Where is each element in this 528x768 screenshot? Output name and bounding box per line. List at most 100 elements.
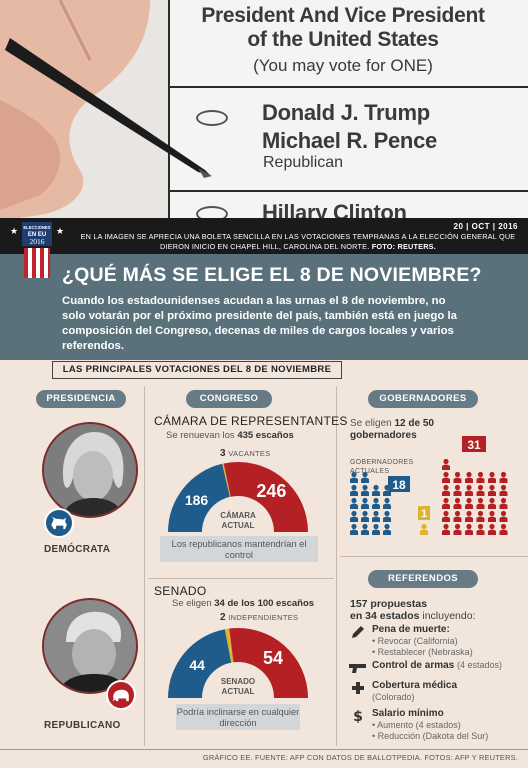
governor-rep-icon: [499, 510, 508, 522]
governor-rep-icon: [465, 497, 473, 509]
lede: Cuando los estadounidenses acudan a las …: [62, 295, 457, 352]
governor-rep-icon: [499, 523, 508, 535]
governor-rep-icon: [488, 510, 496, 522]
governor-rep-icon: [453, 510, 462, 522]
gobernadores-ind-badge: [418, 506, 430, 520]
governor-rep-icon: [476, 484, 485, 496]
pill-presidencia: PRESIDENCIA: [36, 390, 126, 408]
camara-vacantes: 3 VACANTES: [220, 448, 271, 459]
dollar-icon: $: [353, 709, 363, 724]
camara-note: Los republicanos mantendrían el control: [160, 536, 318, 562]
governor-rep-icon: [488, 497, 496, 509]
logo-line2: EN EU: [28, 232, 46, 238]
camara-title: CÁMARA DE REPRESENTANTES: [154, 414, 348, 428]
governor-rep-icon: [453, 471, 462, 483]
governor-dem-icon: [361, 523, 369, 535]
governor-dem-icon: [361, 471, 369, 483]
caption-text: EN LA IMAGEN SE APRECIA UNA BOLETA SENCI…: [80, 232, 516, 251]
star-icon: ★: [10, 226, 18, 236]
governor-rep-icon: [442, 523, 450, 535]
star-icon: ★: [56, 226, 64, 236]
section-label: LAS PRINCIPALES VOTACIONES DEL 8 DE NOVI…: [52, 361, 342, 379]
pill-referendos: REFERENDOS: [368, 570, 478, 588]
elephant-icon: [106, 680, 136, 710]
medical-cross-icon: [352, 682, 364, 694]
svg-text:$: $: [353, 709, 363, 724]
camara-center-label: CÁMARA: [220, 511, 256, 520]
ballot-paper: President And Vice President of the Unit…: [168, 0, 528, 222]
governor-rep-icon: [453, 497, 462, 509]
gobernadores-dem-value: 18: [392, 478, 406, 492]
gobernadores-rep-value: 31: [467, 438, 481, 452]
senado-center-label: ACTUAL: [222, 687, 255, 696]
senado-value-rep: 54: [263, 648, 283, 668]
candidate-clinton: Hillary Clinton: [262, 200, 407, 222]
camara-sub: Se renuevan los 435 escaños: [166, 430, 294, 441]
senado-independientes: 2 INDEPENDIENTES: [220, 612, 299, 623]
caption-date: 20 | OCT | 2016: [453, 222, 518, 231]
governor-dem-icon: [350, 510, 358, 522]
gobernadores-lead: Se eligen 12 de 50 gobernadores: [350, 418, 434, 441]
elecciones-logo: ELECCIONES EN EU 2016 ★ ★: [10, 222, 64, 278]
governor-rep-icon: [465, 484, 473, 496]
footer-credits: GRÁFICO EE. FUENTE: AFP CON DATOS DE BAL…: [202, 753, 518, 762]
referendos-lead: 157 propuestas en 34 estados incluyendo:: [350, 598, 476, 622]
senado-title: SENADO: [154, 584, 207, 598]
governor-dem-icon: [350, 484, 358, 496]
gobernadores-dem-badge: [388, 476, 410, 492]
pill-gobernadores: GOBERNADORES: [368, 390, 478, 408]
donkey-icon: [44, 508, 74, 538]
governor-rep-icon: [499, 484, 508, 496]
logo-line3: 2016: [30, 237, 45, 246]
senado-center-label: SENADO: [221, 677, 255, 686]
gobernadores-chart: 18 1 31: [350, 436, 508, 535]
governor-rep-icon: [453, 484, 462, 496]
governor-dem-icon: [350, 523, 358, 535]
hand-with-pen: [0, 0, 212, 222]
governor-dem-icon: [383, 510, 391, 522]
governor-dem-icon: [372, 510, 380, 522]
governor-ind-icon: [420, 523, 428, 535]
ballot-photo: President And Vice President of the Unit…: [0, 0, 528, 222]
header: ¿QUÉ MÁS SE ELIGE EL 8 DE NOVIEMBRE? Cua…: [0, 254, 528, 360]
camara-segment-vacant: [222, 463, 231, 497]
governor-rep-icon: [499, 497, 508, 509]
camara-center-label: ACTUAL: [222, 521, 255, 530]
governor-rep-icon: [465, 523, 473, 535]
footer-divider: [0, 749, 528, 750]
governor-dem-icon: [350, 471, 358, 483]
candidate-trump: Donald J. Trump: [262, 100, 430, 125]
ballot-title: President And Vice President of the Unit…: [201, 4, 485, 51]
camara-value-dem: 186: [185, 492, 209, 508]
governor-dem-icon: [361, 510, 369, 522]
gobernadores-rep-badge: [462, 436, 486, 452]
senado-segment-dem: [168, 629, 232, 698]
governor-rep-icon: [476, 510, 485, 522]
governor-rep-icon: [488, 484, 496, 496]
governor-rep-icon: [442, 510, 450, 522]
gobernadores-actuales: GOBERNADORES ACTUALES: [350, 459, 414, 475]
gobernadores-ind-value: 1: [421, 508, 427, 520]
democrat-label: DEMÓCRATA: [44, 544, 111, 555]
republican-label: REPUBLICANO: [44, 720, 121, 731]
governor-rep-icon: [499, 471, 508, 483]
gun-icon: [349, 664, 366, 673]
camara-segment-rep: [223, 462, 308, 532]
camara-value-rep: 246: [256, 481, 286, 501]
governor-dem-icon: [383, 523, 391, 535]
referendo-item: Salario mínimo • Aumento (4 estados) • R…: [372, 708, 489, 741]
governor-rep-icon: [488, 471, 496, 483]
clinton-portrait: [42, 422, 138, 518]
governor-rep-icon: [476, 497, 485, 509]
referendo-item: Cobertura médica (Colorado): [372, 680, 458, 702]
governor-rep-icon: [465, 510, 473, 522]
referendo-item: Control de armas (4 estados): [372, 660, 503, 671]
governor-dem-icon: [350, 497, 358, 509]
senado-value-dem: 44: [189, 657, 205, 673]
headline: ¿QUÉ MÁS SE ELIGE EL 8 DE NOVIEMBRE?: [62, 264, 482, 286]
governor-dem-icon: [372, 484, 380, 496]
governor-dem-icon: [372, 497, 380, 509]
governor-dem-icon: [361, 484, 369, 496]
